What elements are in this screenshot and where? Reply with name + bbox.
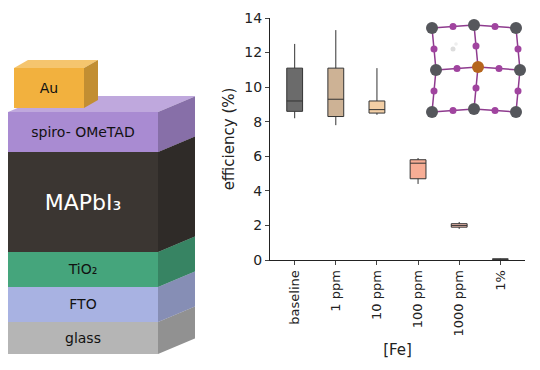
svg-text:6: 6: [253, 148, 262, 164]
svg-text:1000 ppm: 1000 ppm: [451, 270, 466, 336]
svg-text:efficiency (%): efficiency (%): [220, 88, 238, 191]
svg-text:14: 14: [244, 10, 262, 26]
svg-text:10 ppm: 10 ppm: [369, 270, 384, 320]
svg-text:Au: Au: [40, 80, 58, 96]
svg-text:[Fe]: [Fe]: [383, 341, 412, 359]
svg-text:spiro- OMeTAD: spiro- OMeTAD: [31, 124, 134, 140]
svg-text:0: 0: [253, 252, 262, 268]
svg-text:4: 4: [253, 183, 262, 199]
svg-text:12: 12: [244, 44, 262, 60]
svg-text:1 ppm: 1 ppm: [328, 270, 343, 312]
svg-text:1%: 1%: [493, 270, 508, 291]
svg-text:baseline: baseline: [287, 270, 302, 324]
svg-text:8: 8: [253, 114, 262, 130]
svg-text:glass: glass: [65, 330, 101, 346]
svg-text:TiO₂: TiO₂: [68, 261, 98, 277]
svg-text:FTO: FTO: [69, 296, 96, 312]
svg-text:100 ppm: 100 ppm: [410, 270, 425, 328]
svg-text:MAPbI₃: MAPbI₃: [45, 190, 122, 215]
svg-text:10: 10: [244, 79, 262, 95]
svg-text:2: 2: [253, 217, 262, 233]
